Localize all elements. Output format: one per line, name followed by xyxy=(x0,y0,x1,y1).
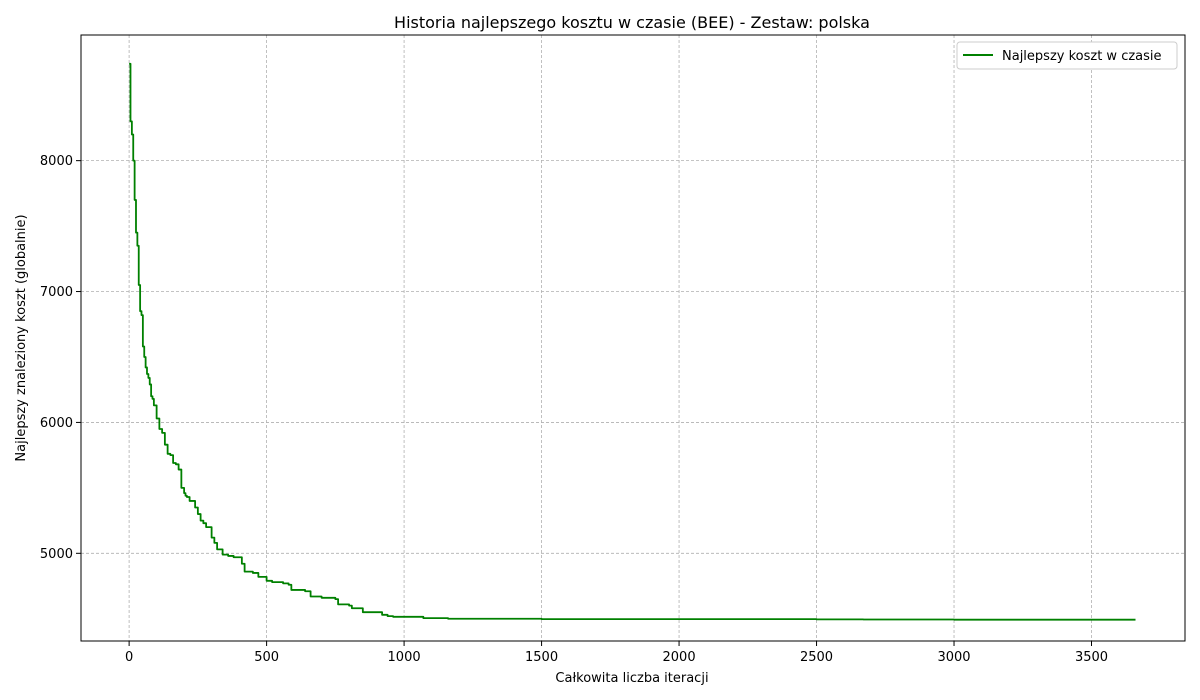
grid xyxy=(81,35,1185,641)
legend: Najlepszy koszt w czasie xyxy=(956,41,1178,70)
y-tick-label: 8000 xyxy=(40,154,73,169)
plot-frame xyxy=(80,34,1186,642)
x-tick-label: 3000 xyxy=(937,650,970,665)
series-line xyxy=(129,62,1136,621)
x-tick-label: 3500 xyxy=(1075,650,1108,665)
legend-label: Najlepszy koszt w czasie xyxy=(1002,49,1162,64)
x-axis-label: Całkowita liczba iteracji xyxy=(555,671,708,686)
y-axis-label: Najlepszy znaleziony koszt (globalnie) xyxy=(14,214,29,461)
y-tick-label: 6000 xyxy=(40,416,73,431)
x-tick-label: 1500 xyxy=(525,650,558,665)
x-tick-label: 500 xyxy=(254,650,279,665)
y-tick-label: 7000 xyxy=(40,285,73,300)
legend-box xyxy=(956,41,1178,70)
x-tick-label: 0 xyxy=(125,650,133,665)
x-tick-label: 2000 xyxy=(663,650,696,665)
x-tick-label: 2500 xyxy=(800,650,833,665)
series-layer xyxy=(129,62,1136,621)
y-tick-label: 5000 xyxy=(40,547,73,562)
x-tick-label: 1000 xyxy=(388,650,421,665)
y-axis: 5000 6000 7000 8000 xyxy=(40,154,81,562)
x-axis: 0 500 1000 1500 2000 2500 3000 3500 xyxy=(125,641,1108,665)
chart-title: Historia najlepszego kosztu w czasie (BE… xyxy=(394,13,870,32)
